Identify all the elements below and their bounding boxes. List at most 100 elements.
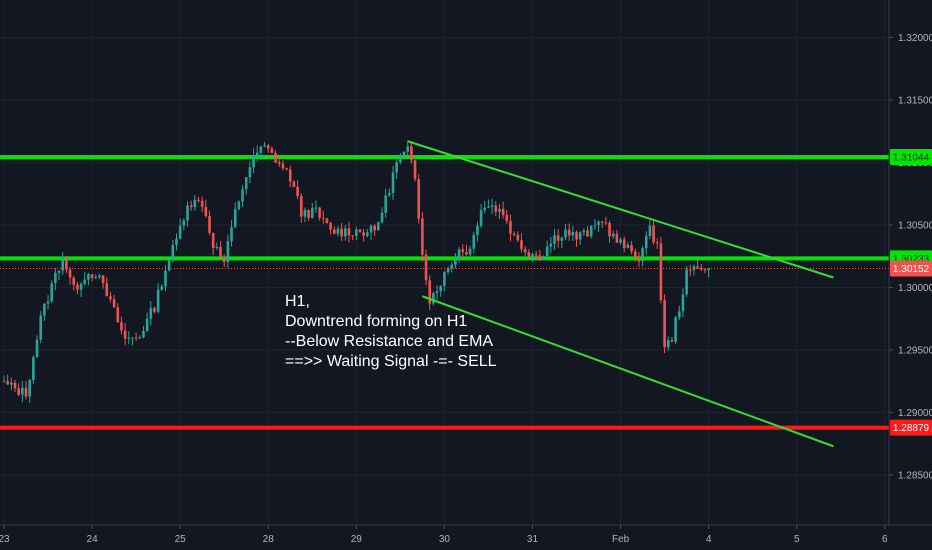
candle-body [134,337,138,339]
candle-body [266,145,270,149]
candle-body [336,228,340,234]
y-tick-label: 1.29000 [898,408,932,419]
candle-body [681,294,685,312]
candle-body [76,284,79,290]
candle-body [189,205,193,208]
x-tick-label: 6 [882,534,888,545]
candle-body [175,238,178,245]
candle-body [255,152,259,156]
candle-body [307,210,310,219]
candle-body [659,243,663,301]
candle-body [237,201,241,210]
candle-body [186,205,189,221]
horizontal-levels[interactable] [0,155,889,430]
candle-body [24,387,28,397]
candle-body [156,289,160,312]
x-tick-label: 28 [263,534,275,545]
candle-body [241,189,244,202]
y-tick-label: 1.29500 [898,346,932,357]
candle-body [292,181,296,187]
candle-body [542,256,545,261]
candle-body [145,318,149,332]
candle-body [439,286,443,292]
candle-body [79,283,83,290]
candle-body [101,275,105,284]
candle-body [6,381,9,385]
candle-body [65,258,68,270]
price-label-text: 1.31044 [893,153,930,164]
trend-line[interactable] [407,140,834,279]
candle-body [46,301,50,304]
candle-body [72,277,76,285]
candle-body [384,195,387,213]
candle-body [321,217,325,219]
candle-body [28,380,31,397]
candle-body [366,232,369,236]
candle-body [553,235,556,244]
candle-body [50,283,54,302]
candle-body [252,155,255,168]
candle-body [43,303,46,316]
candle-body [10,382,13,385]
candle-body [593,225,597,227]
candle-body [259,146,263,153]
candle-body [494,205,498,212]
candle-body [413,160,417,180]
candle-body [465,251,468,255]
candle-body [274,153,277,163]
candle-body [2,381,6,383]
candle-body [626,244,630,249]
candle-body [340,228,343,237]
candle-body [123,330,127,339]
candle-body [351,235,354,237]
candle-body [505,214,509,222]
price-label-text: 1.30152 [893,264,930,275]
candle-body [83,279,87,284]
candle-body [700,268,703,270]
candle-body [608,222,611,237]
candle-body [90,274,94,278]
x-tick-label: 4 [706,534,712,545]
candle-body [644,235,648,249]
candle-body [112,299,116,308]
candle-body [171,244,175,261]
candle-body [483,207,487,211]
annotation-line: ==>> Waiting Signal -=- SELL [285,353,497,370]
candle-body [270,148,274,154]
time-axis[interactable]: 23 24 25 28 29 30 31 Feb 4 5 6 [0,525,888,545]
candle-body [233,209,237,228]
candle-body [329,223,332,230]
candle-body [655,242,659,244]
y-tick-label: 1.32000 [898,33,932,44]
trend-lines[interactable] [407,140,834,448]
candle-body [215,246,219,249]
candle-body [204,206,208,216]
candle-body [677,311,681,318]
candle-body [299,196,303,217]
annotation-line: Downtrend forming on H1 [285,313,467,330]
candle-body [325,218,329,224]
candle-body [105,283,109,297]
candle-body [575,231,578,240]
candle-body [582,230,586,233]
candle-body [160,286,164,290]
candle-body [197,199,200,201]
candle-body [674,317,677,342]
annotation-line: H1, [285,293,310,310]
candle-body [527,252,531,257]
candle-body [538,255,542,261]
candle-body [512,233,516,235]
candle-body [520,240,523,250]
candle-body [94,277,98,279]
trend-line[interactable] [422,295,834,448]
candle-body [637,256,641,262]
candle-body [435,291,439,294]
candle-body [571,231,575,236]
candle-body [21,387,24,395]
price-label-text: 1.30233 [893,254,930,265]
candle-body [116,307,120,323]
candle-body [454,260,457,265]
candle-body [461,249,465,252]
